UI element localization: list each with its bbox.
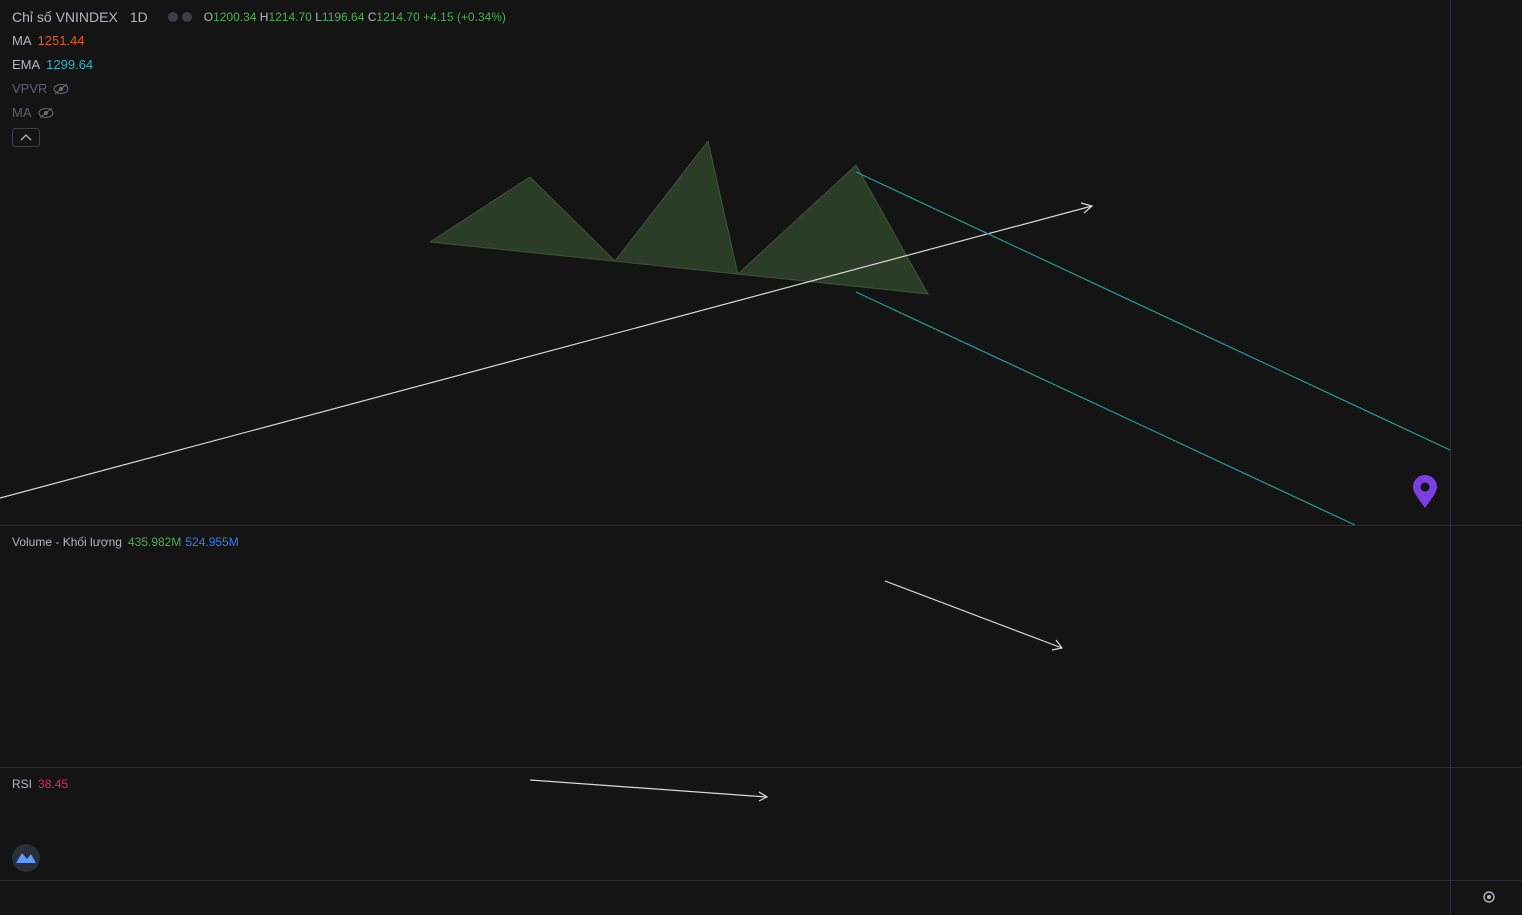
logo-button[interactable] <box>12 844 40 872</box>
close-name: C <box>367 10 377 24</box>
hidden-icon <box>53 83 69 94</box>
hidden-icon <box>38 107 53 118</box>
indicator-name: MA <box>12 33 32 48</box>
main-legend: Chỉ số VNINDEX 1D O 1200.34 H 1214.70 L 119… <box>12 9 506 25</box>
symbol-title: Chỉ số VNINDEX <box>12 9 118 25</box>
settings-button[interactable] <box>1483 891 1495 903</box>
indicator-value: 1299.64 <box>46 57 94 72</box>
pattern-head <box>615 141 738 274</box>
collapse-button[interactable] <box>12 128 40 147</box>
trend-line <box>0 205 1093 499</box>
close-value: 1214.70 <box>376 10 420 24</box>
legend-icons[interactable] <box>167 12 192 22</box>
hidden-indicator[interactable]: MA <box>12 105 54 120</box>
pane-title: Volume - Khối lượng <box>12 535 122 549</box>
arrow-head <box>758 791 769 802</box>
ma-legend: MA 1251.44 <box>12 33 85 48</box>
volume-legend: Volume - Khối lượng 435.982M 524.955M <box>12 535 239 549</box>
open-value: 1200.34 <box>213 10 257 24</box>
indicator-name: EMA <box>12 57 41 72</box>
volume-arrow <box>884 580 1063 649</box>
icon <box>181 12 192 22</box>
high-value: 1214.70 <box>268 10 312 24</box>
drawings <box>0 139 1451 802</box>
volume-value: 435.982M <box>127 535 182 549</box>
rsi-value: 38.45 <box>38 777 69 791</box>
open-name: O <box>203 10 214 24</box>
location-pin <box>1413 475 1437 508</box>
ema-legend: EMA 1299.64 <box>12 57 93 72</box>
rsi-arrow <box>529 779 768 798</box>
pane-title: RSI <box>12 777 33 791</box>
channel-lower <box>855 291 1356 526</box>
arrow-head <box>1051 639 1064 651</box>
hidden-indicator[interactable]: VPVR <box>12 81 69 96</box>
pattern-right-shoulder <box>738 165 928 294</box>
icon <box>167 12 178 22</box>
channel-upper <box>855 171 1451 451</box>
pattern-outline <box>429 139 929 295</box>
change-value: +4.15 (+0.34%) <box>423 10 506 24</box>
low-value: 1196.64 <box>321 10 365 24</box>
high-name: H <box>259 10 269 24</box>
volume-ma-value: 524.955M <box>185 535 239 549</box>
arrow-head <box>1080 202 1094 214</box>
pattern-left-shoulder <box>430 177 615 261</box>
low-name: L <box>315 10 322 24</box>
indicator-value: 1251.44 <box>37 33 85 48</box>
interval: 1D <box>129 9 148 25</box>
rsi-legend: RSI 38.45 <box>12 777 68 791</box>
indicator-name: MA <box>12 105 32 120</box>
indicator-name: VPVR <box>12 81 48 96</box>
